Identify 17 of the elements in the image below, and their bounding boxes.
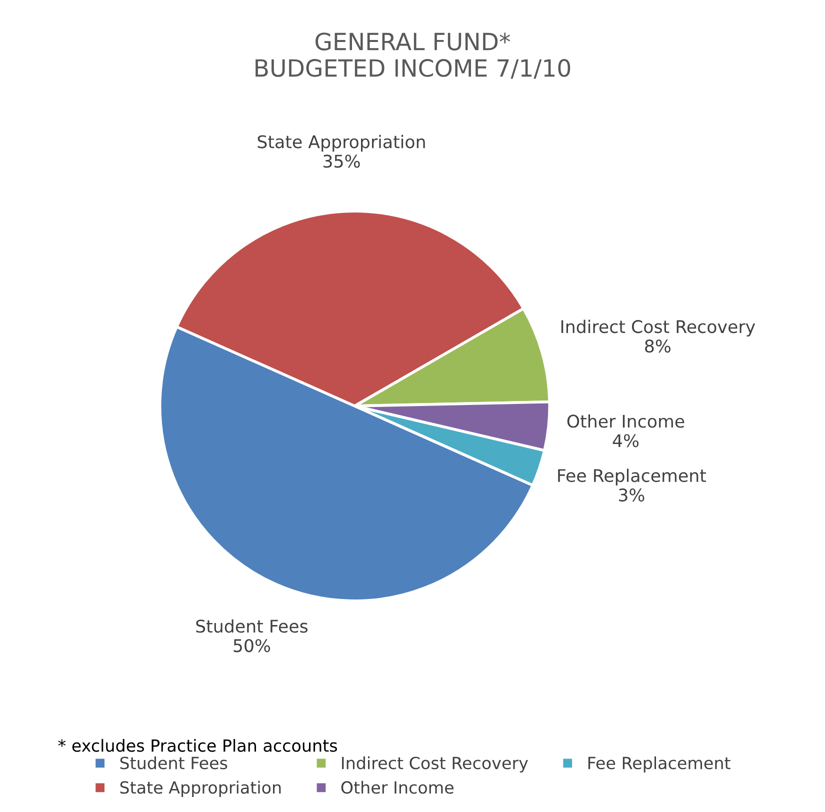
data-label: 3%	[618, 488, 644, 502]
data-label: 8%	[645, 339, 670, 353]
data-label: 4%	[612, 434, 639, 448]
data-label: 50%	[234, 639, 270, 652]
text: * excludes Practice Plan accounts	[58, 738, 337, 752]
slice-label: State Appropriation	[258, 134, 425, 152]
legend-label: Student Fees	[120, 756, 228, 770]
slice-label: Other Income	[567, 414, 684, 428]
legend-label: Indirect Cost Recovery	[342, 756, 528, 773]
legend-label: Other Income	[341, 780, 454, 794]
slice-label: Indirect Cost Recovery	[561, 320, 756, 337]
legend-label: Fee Replacement	[588, 756, 730, 773]
data-label: 35%	[324, 154, 360, 168]
slice-label: Student Fees	[196, 619, 308, 633]
slice-label: Fee Replacement	[558, 468, 706, 486]
chart-title: GENERAL FUND* BUDGETED INCOME 7/1/10	[256, 32, 570, 79]
legend-label: State Appropriation	[120, 780, 281, 797]
